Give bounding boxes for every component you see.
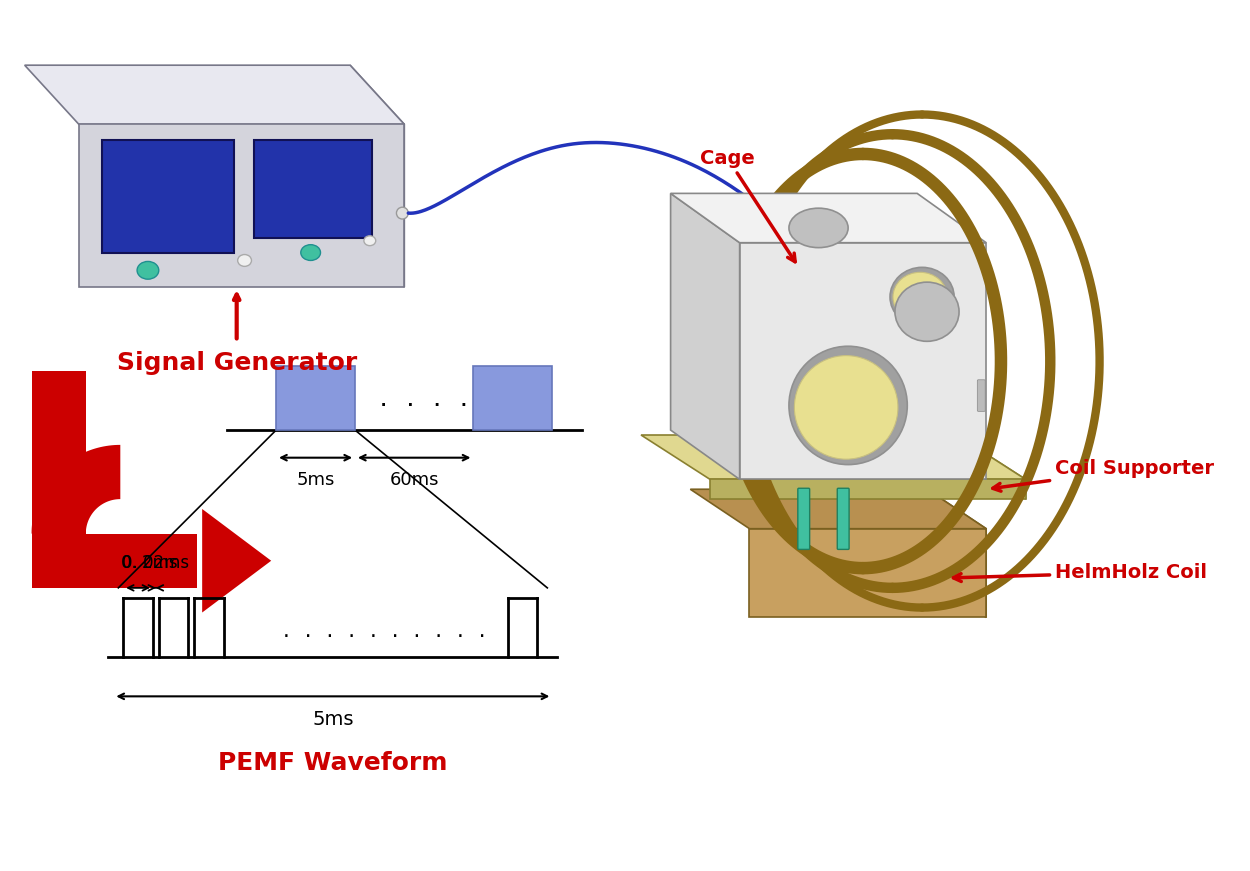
Ellipse shape xyxy=(789,347,908,464)
Polygon shape xyxy=(202,509,271,612)
FancyBboxPatch shape xyxy=(838,489,849,550)
Text: 5ms: 5ms xyxy=(296,471,335,490)
FancyBboxPatch shape xyxy=(255,140,371,238)
Text: HelmHolz Coil: HelmHolz Coil xyxy=(954,563,1208,582)
Text: . . . .: . . . . xyxy=(378,390,471,410)
Ellipse shape xyxy=(895,282,959,341)
Text: . . . . . . . . . .: . . . . . . . . . . xyxy=(281,624,488,641)
Text: 60ms: 60ms xyxy=(390,471,439,490)
Polygon shape xyxy=(641,435,1026,479)
Ellipse shape xyxy=(138,261,159,280)
Text: Coil Supporter: Coil Supporter xyxy=(992,460,1214,491)
Ellipse shape xyxy=(890,267,954,327)
Text: PEMF Waveform: PEMF Waveform xyxy=(217,751,448,774)
FancyBboxPatch shape xyxy=(978,380,985,411)
Text: Cage: Cage xyxy=(700,149,795,262)
Polygon shape xyxy=(25,65,404,125)
Polygon shape xyxy=(956,435,1026,499)
Polygon shape xyxy=(670,193,986,243)
Ellipse shape xyxy=(301,245,320,260)
FancyBboxPatch shape xyxy=(31,371,86,534)
Ellipse shape xyxy=(789,208,848,247)
Text: 0. 02ms: 0. 02ms xyxy=(122,554,190,572)
FancyBboxPatch shape xyxy=(276,366,355,430)
Polygon shape xyxy=(79,125,404,287)
FancyBboxPatch shape xyxy=(474,366,552,430)
Text: 5ms: 5ms xyxy=(312,710,354,729)
Ellipse shape xyxy=(892,273,948,321)
FancyBboxPatch shape xyxy=(101,140,234,253)
Polygon shape xyxy=(350,65,404,287)
Polygon shape xyxy=(740,243,986,479)
Ellipse shape xyxy=(364,236,376,246)
FancyBboxPatch shape xyxy=(798,489,810,550)
Polygon shape xyxy=(750,529,986,618)
FancyBboxPatch shape xyxy=(31,534,198,588)
Polygon shape xyxy=(690,490,986,529)
Ellipse shape xyxy=(238,254,251,267)
Ellipse shape xyxy=(794,355,898,459)
Polygon shape xyxy=(31,445,120,534)
Text: Signal Generator: Signal Generator xyxy=(116,351,356,375)
Circle shape xyxy=(396,207,409,219)
Polygon shape xyxy=(670,193,740,479)
Polygon shape xyxy=(928,490,986,618)
Text: 0. 2ms: 0. 2ms xyxy=(121,554,177,572)
Polygon shape xyxy=(710,479,1026,499)
